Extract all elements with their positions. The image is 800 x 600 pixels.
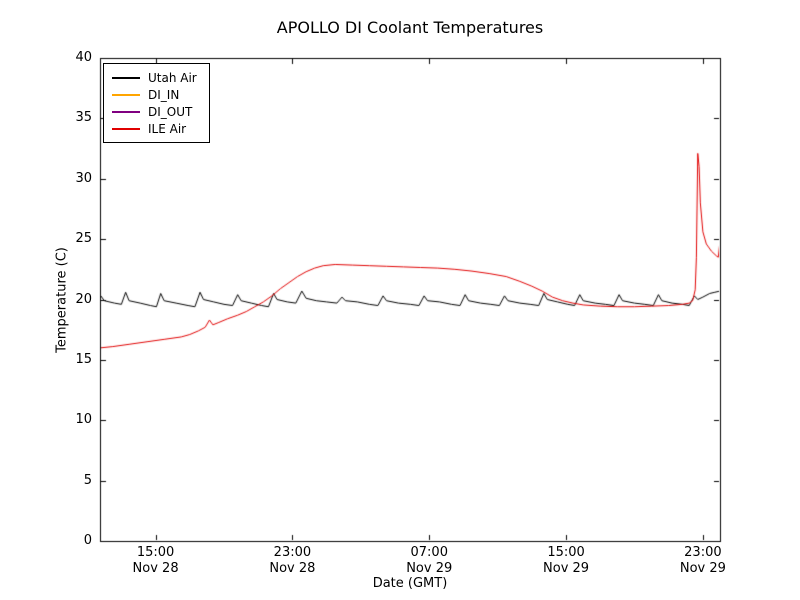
legend: Utah Air DI_IN DI_OUT ILE Air bbox=[103, 63, 210, 143]
legend-item-utah-air: Utah Air bbox=[112, 69, 197, 86]
y-tick-label: 30 bbox=[75, 170, 92, 186]
y-tick-label: 10 bbox=[75, 412, 92, 428]
ile-air-line-swatch bbox=[112, 127, 140, 130]
legend-item-di-in: DI_IN bbox=[112, 86, 197, 103]
y-tick-label: 5 bbox=[83, 472, 92, 488]
y-tick-label: 40 bbox=[75, 50, 92, 65]
legend-label: DI_IN bbox=[148, 87, 180, 102]
y-tick-label: 0 bbox=[83, 533, 92, 548]
legend-item-di-out: DI_OUT bbox=[112, 103, 197, 120]
x-tick-label: 23:00 Nov 28 bbox=[269, 545, 316, 576]
y-tick-label: 35 bbox=[75, 110, 92, 126]
x-tick-label: 07:00 Nov 29 bbox=[406, 545, 453, 576]
legend-item-ile-air: ILE Air bbox=[112, 120, 197, 137]
x-axis-label: Date (GMT) bbox=[372, 576, 448, 591]
chart-title: APOLLO DI Coolant Temperatures bbox=[276, 18, 544, 37]
x-tick-label: 15:00 Nov 29 bbox=[543, 545, 590, 576]
legend-label: DI_OUT bbox=[148, 104, 193, 119]
y-tick-label: 15 bbox=[75, 351, 92, 367]
y-tick-label: 25 bbox=[75, 231, 92, 247]
di-in-line-swatch bbox=[112, 93, 140, 96]
legend-label: Utah Air bbox=[148, 70, 197, 85]
y-tick-label: 20 bbox=[75, 291, 92, 307]
x-tick-label: 15:00 Nov 28 bbox=[132, 545, 179, 576]
utah-air-line-swatch bbox=[112, 76, 140, 79]
di-out-line-swatch bbox=[112, 110, 140, 113]
legend-label: ILE Air bbox=[148, 121, 187, 136]
x-tick-label: 23:00 Nov 29 bbox=[679, 545, 726, 576]
